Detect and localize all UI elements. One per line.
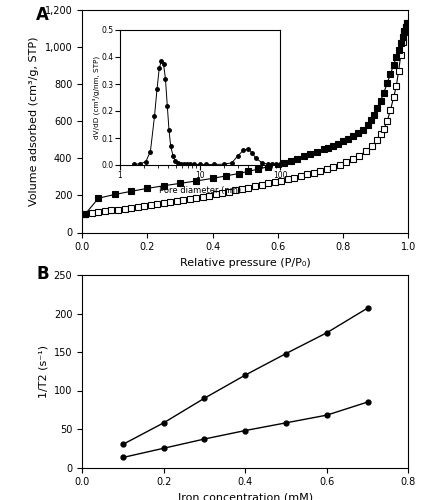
Y-axis label: dV/dD (cm³/g/nm, STP): dV/dD (cm³/g/nm, STP) (93, 56, 100, 139)
X-axis label: Pore diameter (nm): Pore diameter (nm) (159, 186, 241, 195)
X-axis label: Relative pressure (P/P₀): Relative pressure (P/P₀) (180, 258, 311, 268)
Y-axis label: 1/T2 (s⁻¹): 1/T2 (s⁻¹) (38, 345, 48, 398)
X-axis label: Iron concentration (mM): Iron concentration (mM) (178, 493, 313, 500)
Text: B: B (37, 266, 49, 283)
Y-axis label: Volume adsorbed (cm³/g, STP): Volume adsorbed (cm³/g, STP) (29, 36, 39, 206)
Text: A: A (37, 6, 49, 24)
